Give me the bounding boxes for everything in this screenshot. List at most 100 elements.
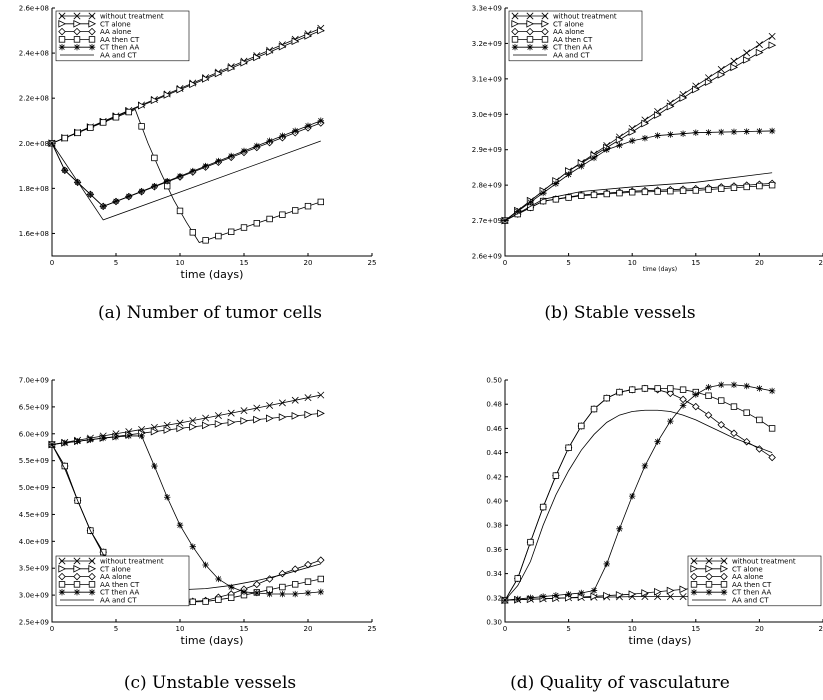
series-marker: [756, 385, 763, 392]
series-marker: [628, 189, 636, 196]
series-marker: [743, 128, 750, 135]
legend-item-ct-then-aa: CT then AA: [690, 589, 772, 597]
x-tick-label: 25: [819, 259, 823, 267]
y-tick-label: 2.0e+08: [19, 140, 49, 148]
legend-label: CT then AA: [732, 589, 772, 597]
legend-label: AA and CT: [732, 597, 769, 605]
series-marker: [291, 565, 299, 573]
y-tick-label: 0.38: [486, 522, 502, 530]
legend-marker: [511, 44, 519, 51]
series-marker: [176, 172, 184, 180]
series-marker: [755, 41, 763, 49]
legend-marker: [511, 27, 519, 36]
legend-marker: [73, 12, 81, 20]
series-marker: [539, 503, 547, 511]
series-marker: [717, 70, 726, 79]
legend-marker: [705, 589, 713, 596]
legend-marker: [690, 589, 698, 596]
series-marker: [189, 417, 197, 425]
y-tick-label: 2.6e+09: [472, 253, 502, 261]
legend-marker: [88, 572, 96, 581]
series-marker: [240, 147, 248, 155]
series-marker: [138, 188, 145, 195]
y-tick-label: 2.5e+09: [19, 619, 49, 627]
series-line: [504, 388, 773, 601]
legend-item-ct-alone: CT alone: [511, 19, 584, 28]
x-tick-label: 15: [691, 625, 700, 633]
y-tick-label: 2.2e+08: [19, 95, 49, 103]
series-marker: [253, 580, 261, 589]
series-marker: [253, 404, 261, 412]
legend-marker: [511, 19, 520, 28]
series-marker: [253, 142, 260, 150]
legend-marker: [88, 589, 96, 596]
series-marker: [679, 585, 688, 594]
legend-marker: [511, 12, 519, 20]
series-aa-and-ct: [504, 409, 773, 601]
series-marker: [629, 492, 636, 500]
legend-marker: [720, 581, 728, 588]
series-marker: [227, 228, 235, 235]
series-line: [504, 172, 773, 221]
series-marker: [304, 578, 312, 585]
x-tick-label: 10: [176, 259, 185, 267]
legend-item-ct-then-aa: CT then AA: [511, 44, 593, 52]
series-marker: [138, 432, 145, 440]
series-marker: [705, 186, 712, 193]
series-marker: [240, 58, 249, 67]
legend-marker: [720, 589, 728, 596]
series-marker: [615, 591, 624, 599]
series-marker: [100, 434, 107, 442]
series-marker: [641, 188, 649, 196]
x-tick-label: 0: [50, 259, 54, 267]
legend-label: CT then AA: [100, 44, 140, 52]
series-marker: [163, 426, 172, 434]
series-marker: [214, 420, 223, 428]
legend-item-aa-alone: AA alone: [690, 572, 763, 581]
legend-marker: [58, 36, 66, 43]
y-tick-label: 2.8e+09: [472, 182, 502, 190]
series-marker: [704, 411, 713, 419]
series-marker: [768, 387, 776, 395]
series-marker: [552, 472, 560, 479]
series-marker: [227, 418, 236, 427]
series-marker: [616, 189, 623, 197]
legend-marker: [690, 557, 698, 565]
y-tick-label: 6.5e+09: [19, 403, 49, 411]
legend-marker: [720, 564, 729, 573]
y-tick-label: 0.32: [486, 594, 502, 602]
series-marker: [266, 215, 273, 223]
series-marker: [215, 232, 222, 240]
legend-marker: [58, 564, 67, 573]
legend-label: AA alone: [553, 28, 584, 36]
series-marker: [654, 111, 662, 119]
series-marker: [743, 49, 751, 57]
legend-label: AA then CT: [732, 581, 772, 589]
legend-item-ct-alone: CT alone: [690, 564, 763, 573]
series-marker: [189, 598, 196, 606]
legend-marker: [720, 572, 728, 581]
legend-label: CT then AA: [100, 589, 140, 597]
legend-label: AA and CT: [100, 52, 137, 60]
series-marker: [718, 185, 725, 192]
series-marker: [730, 429, 738, 438]
y-tick-label: 0.46: [486, 425, 502, 433]
caption-d: (d) Quality of vasculature: [510, 673, 730, 693]
y-tick-label: 3.0e+09: [19, 592, 49, 600]
y-tick-label: 5.5e+09: [19, 457, 49, 465]
series-aa-and-ct: [51, 140, 321, 221]
legend-marker: [58, 19, 67, 28]
series-marker: [87, 124, 94, 131]
series-marker: [654, 132, 661, 139]
series-marker: [189, 423, 197, 431]
series-marker: [176, 522, 184, 529]
series-marker: [603, 394, 610, 402]
legend-label: AA then CT: [100, 581, 140, 589]
y-tick-label: 4.0e+09: [19, 538, 49, 546]
series-marker: [539, 593, 547, 600]
series-ct-then-aa: [501, 381, 776, 604]
series-marker: [590, 191, 598, 199]
series-marker: [641, 135, 649, 142]
chart-panel-d: 0.30 0.32 0.34 0.36 0.38 0.40 0.42 0.44 0.46 0.48…: [411, 350, 823, 650]
y-tick-label: 5.0e+09: [19, 484, 49, 492]
